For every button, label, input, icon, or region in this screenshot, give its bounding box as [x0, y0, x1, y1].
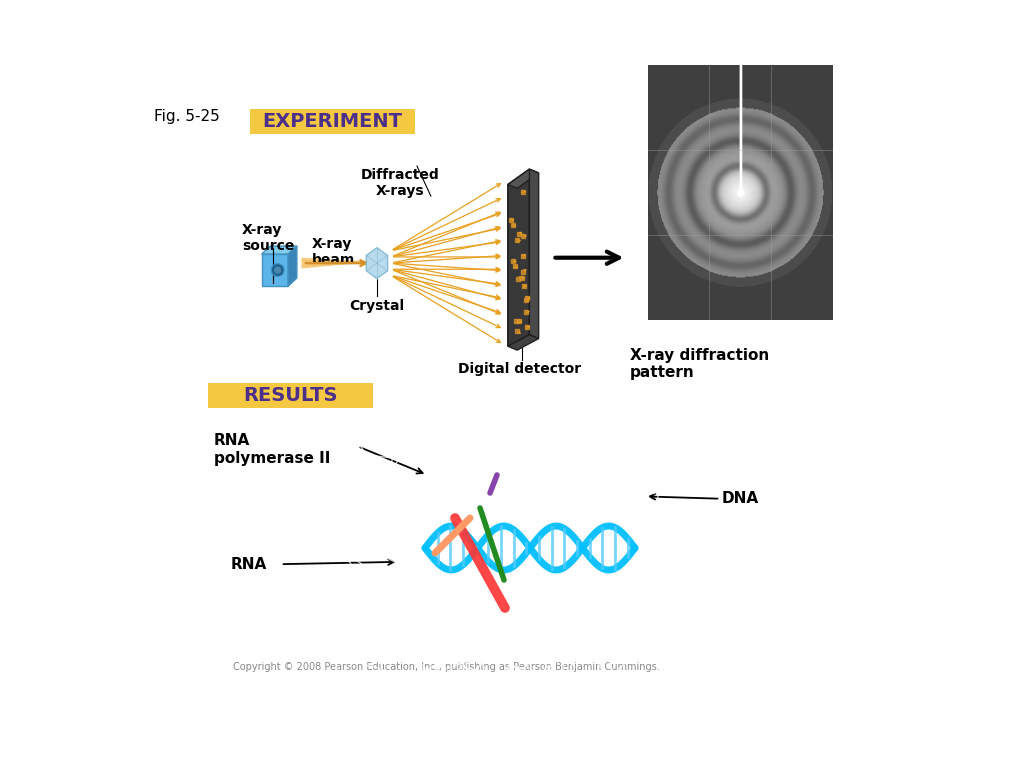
Text: RNA
polymerase II: RNA polymerase II — [214, 433, 330, 465]
Polygon shape — [288, 246, 297, 286]
Polygon shape — [508, 169, 529, 346]
Text: Diffracted
X-rays: Diffracted X-rays — [360, 167, 439, 198]
Text: Digital detector: Digital detector — [458, 362, 581, 376]
Polygon shape — [262, 254, 288, 286]
Text: X-ray
beam: X-ray beam — [311, 237, 354, 267]
Polygon shape — [529, 169, 539, 339]
Text: RESULTS: RESULTS — [243, 386, 338, 405]
Text: X-ray
source: X-ray source — [243, 223, 295, 253]
FancyBboxPatch shape — [250, 109, 416, 134]
Text: Copyright © 2008 Pearson Education, Inc., publishing as Pearson Benjamin Cumming: Copyright © 2008 Pearson Education, Inc.… — [233, 662, 659, 672]
FancyBboxPatch shape — [208, 383, 373, 408]
Polygon shape — [301, 258, 376, 269]
Polygon shape — [367, 248, 388, 279]
Circle shape — [271, 263, 284, 276]
Polygon shape — [508, 335, 539, 350]
Polygon shape — [262, 246, 297, 254]
Text: Crystal: Crystal — [349, 299, 404, 313]
Text: RNA: RNA — [230, 557, 267, 571]
Text: Fig. 5-25: Fig. 5-25 — [154, 109, 219, 124]
Text: DNA: DNA — [722, 492, 759, 506]
Text: X-ray diffraction
pattern: X-ray diffraction pattern — [630, 348, 769, 380]
Polygon shape — [508, 169, 539, 188]
Text: EXPERIMENT: EXPERIMENT — [263, 112, 402, 131]
Circle shape — [274, 266, 282, 273]
